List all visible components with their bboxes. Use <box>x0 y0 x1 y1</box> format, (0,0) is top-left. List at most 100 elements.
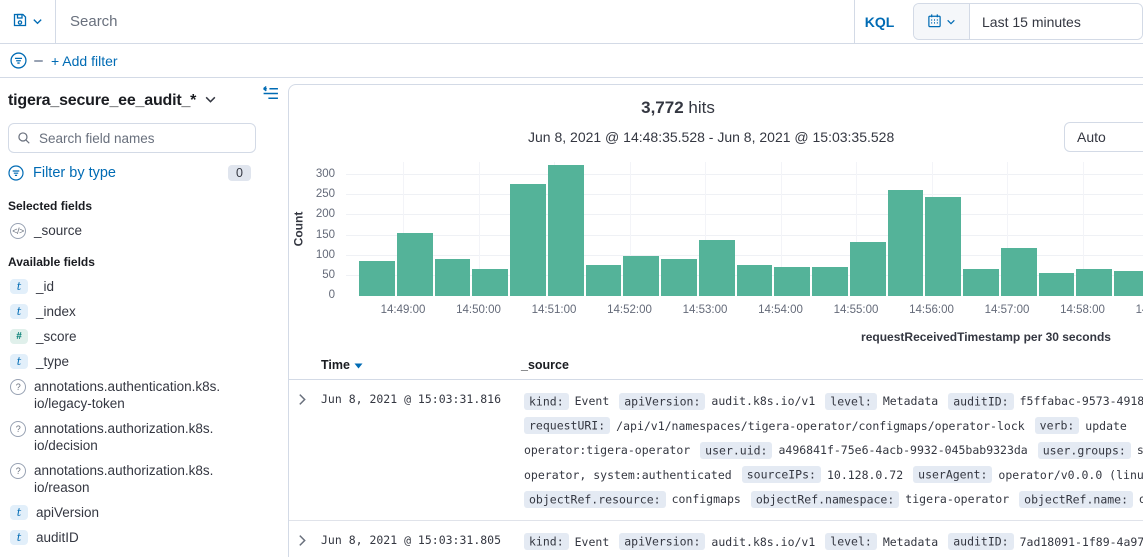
histogram-bar[interactable] <box>472 268 508 296</box>
interval-select[interactable]: Auto <box>1064 122 1143 152</box>
index-pattern-selector[interactable]: tigera_secure_ee_audit_* <box>8 92 275 110</box>
histogram-bar[interactable] <box>736 264 773 296</box>
source-field-key: sourceIPs: <box>741 466 821 483</box>
field-item[interactable]: ? annotations.authentication.k8s. io/lega… <box>10 378 275 412</box>
source-field-key: verb: <box>1034 417 1080 434</box>
source-field-value: /api/v1/namespaces/tigera-operator/confi… <box>616 418 1025 433</box>
source-field-key: user.groups: <box>1037 441 1131 459</box>
field-item[interactable]: ? annotations.authorization.k8s. io/reaso… <box>10 462 275 496</box>
field-name: auditID <box>36 530 79 545</box>
field-item[interactable]: t _id <box>10 278 275 295</box>
source-line: kind: Event apiVersion: audit.k8s.io/v1 leve… <box>524 530 1143 555</box>
histogram-plot[interactable] <box>346 162 1143 296</box>
histogram-bar[interactable] <box>623 255 659 296</box>
histogram-bar[interactable] <box>774 267 810 296</box>
filter-circle-icon <box>8 165 24 181</box>
field-item[interactable]: t _type <box>10 353 275 370</box>
histogram-bar[interactable] <box>547 164 584 296</box>
x-axis-title: requestReceivedTimestamp per 30 seconds <box>861 330 1111 344</box>
field-item[interactable]: t apiVersion <box>10 504 275 521</box>
documents-table: Time _source Jun 8, 2021 @ 15:03:31.816 k… <box>289 353 1143 557</box>
source-line: operator, system:authenticated sourceIPs:… <box>524 463 1143 488</box>
row-source: kind: Event apiVersion: audit.k8s.io/v1 leve… <box>524 389 1143 512</box>
field-item[interactable]: t _index <box>10 303 275 320</box>
histogram-bar[interactable] <box>925 196 961 296</box>
row-timestamp: Jun 8, 2021 @ 15:03:31.805 <box>321 532 502 547</box>
expand-row-icon[interactable] <box>297 534 308 550</box>
field-name: _score <box>36 329 77 344</box>
saved-query-menu-button[interactable] <box>0 0 56 43</box>
filter-options-icon[interactable] <box>10 52 27 69</box>
histogram-bar[interactable] <box>849 242 886 296</box>
selected-fields-heading: Selected fields <box>8 199 93 213</box>
discover-content: tigera_secure_ee_audit_* Filter by type … <box>0 78 1143 557</box>
field-item[interactable]: # _score <box>10 328 275 345</box>
source-field-value: Event <box>574 534 610 549</box>
histogram-bar[interactable] <box>1076 269 1112 296</box>
x-gridline <box>478 162 480 296</box>
histogram-bar[interactable] <box>887 189 924 296</box>
filter-bar: + Add filter <box>0 44 1143 78</box>
source-field-key: objectRef.name: <box>1019 490 1134 508</box>
table-row: Jun 8, 2021 @ 15:03:31.805 kind: Event apiV… <box>289 521 1143 557</box>
histogram-bar[interactable] <box>510 183 546 296</box>
field-name: _id <box>36 279 55 294</box>
histogram-bar[interactable] <box>1038 272 1075 296</box>
x-gridline <box>780 162 782 296</box>
field-item[interactable]: </> _source <box>10 222 275 239</box>
histogram-bar[interactable] <box>434 258 471 296</box>
source-field-value: f5ffabac-9573-4918-a <box>1019 394 1143 408</box>
x-axis-tick-label: 14:49:00 <box>380 304 426 316</box>
histogram-bar[interactable] <box>661 258 697 296</box>
time-column-header[interactable]: Time <box>321 358 363 372</box>
y-axis-tick-label: 300 <box>315 168 335 180</box>
unknown-type-icon: ? <box>10 379 26 395</box>
date-picker: Last 15 minutes <box>913 3 1143 40</box>
source-field-key: objectRef.resource: <box>524 490 666 508</box>
string-type-icon: t <box>10 304 28 319</box>
date-quick-select-button[interactable] <box>914 4 970 39</box>
index-pattern-title: tigera_secure_ee_audit_* <box>8 92 197 109</box>
hits-count: 3,772 hits <box>641 98 715 118</box>
source-line: kind: Event apiVersion: audit.k8s.io/v1 leve… <box>524 389 1143 414</box>
collapse-sidebar-icon[interactable] <box>262 85 279 105</box>
histogram-bar[interactable] <box>396 232 433 296</box>
histogram-bar[interactable] <box>1114 271 1143 296</box>
histogram-bar[interactable] <box>812 266 848 296</box>
histogram-bar[interactable] <box>585 264 622 296</box>
x-gridline <box>629 162 631 296</box>
field-search-input[interactable] <box>8 123 256 153</box>
source-field-key: user.uid: <box>700 441 773 459</box>
histogram-bar[interactable] <box>359 260 395 296</box>
source-field-key: apiVersion: <box>619 533 706 550</box>
field-name: _source <box>34 223 83 238</box>
field-name: annotations.authentication.k8s. io/legac… <box>34 379 221 411</box>
source-field-key: level: <box>825 392 877 410</box>
field-name: apiVersion <box>36 505 100 520</box>
y-gridline <box>346 234 1143 236</box>
string-type-icon: t <box>10 505 28 520</box>
kql-button[interactable]: KQL <box>854 0 904 43</box>
search-input[interactable] <box>56 0 854 43</box>
histogram-bar[interactable] <box>963 269 999 296</box>
source-field-value: configmaps <box>671 492 741 506</box>
source-line: objectRef.resource: configmaps objectRef.n… <box>524 487 1143 512</box>
source-field-value: s <box>1136 443 1143 457</box>
source-field-value: o <box>1139 492 1143 506</box>
source-field-value: Metadata <box>882 534 939 549</box>
available-fields-heading: Available fields <box>8 255 95 269</box>
time-range-button[interactable]: Last 15 minutes <box>970 4 1142 39</box>
source-field-value: audit.k8s.io/v1 <box>711 534 816 549</box>
filter-by-type-button[interactable]: Filter by type 0 <box>8 163 275 183</box>
add-filter-button[interactable]: + Add filter <box>51 52 118 69</box>
x-axis-tick-label: 14:51:00 <box>531 304 577 316</box>
unknown-type-icon: ? <box>10 463 26 479</box>
expand-row-icon[interactable] <box>297 393 308 409</box>
field-item[interactable]: ? annotations.authorization.k8s. io/decis… <box>10 420 275 454</box>
histogram-bar[interactable] <box>1000 248 1037 296</box>
source-field-value: Event <box>574 394 610 408</box>
string-type-icon: t <box>10 354 28 369</box>
x-axis-tick-label: 14:53:00 <box>682 304 728 316</box>
field-item[interactable]: t auditID <box>10 529 275 546</box>
histogram-bar[interactable] <box>698 239 735 296</box>
